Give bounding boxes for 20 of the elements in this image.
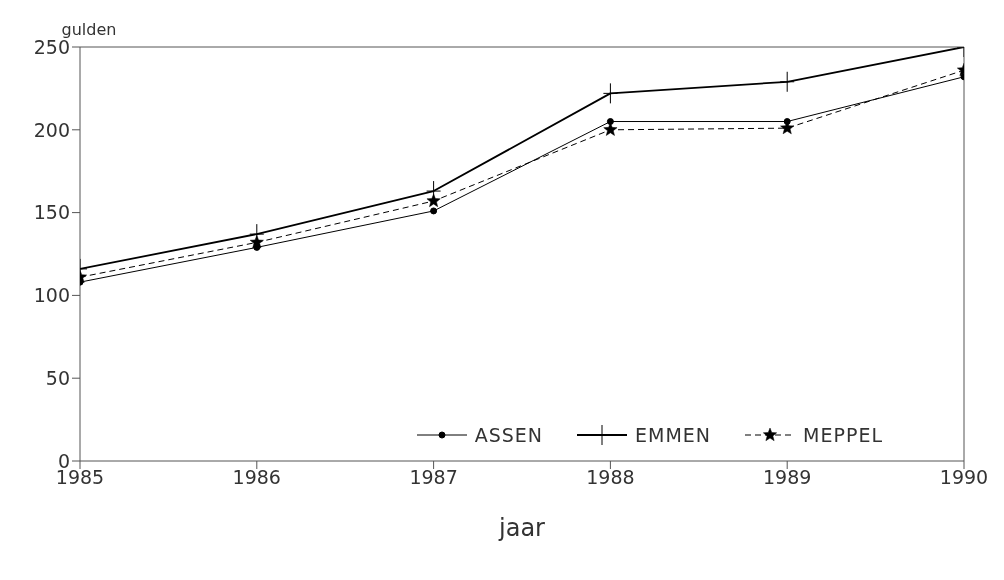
- point: [779, 71, 795, 93]
- y-tick-label: 50: [45, 366, 70, 389]
- y-tick-label: 200: [33, 118, 70, 141]
- point: [783, 118, 791, 126]
- x-tick-label: 1987: [409, 466, 458, 489]
- y-tick-label: 150: [33, 201, 70, 224]
- point: [603, 122, 618, 136]
- x-tick-label: 1986: [232, 466, 281, 489]
- legend-label: MEPPEL: [803, 424, 883, 446]
- legend-label: ASSEN: [474, 424, 544, 446]
- point: [426, 193, 441, 207]
- point: [602, 82, 618, 104]
- x-axis-title: jaar: [498, 514, 546, 542]
- point: [606, 118, 614, 126]
- x-tick-label: 1988: [586, 466, 635, 489]
- x-tick-label: 1990: [939, 466, 989, 489]
- x-tick-label: 1989: [763, 466, 812, 489]
- y-tick-label: 100: [33, 284, 70, 307]
- point: [430, 207, 438, 215]
- legend-label: EMMEN: [635, 424, 712, 446]
